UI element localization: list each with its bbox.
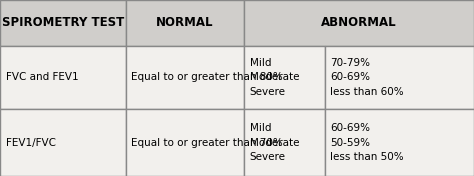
Bar <box>126 109 244 176</box>
Text: 60-69%
50-59%
less than 50%: 60-69% 50-59% less than 50% <box>330 123 404 162</box>
Bar <box>126 46 244 109</box>
Bar <box>0 46 126 109</box>
Text: Equal to or greater than 70%: Equal to or greater than 70% <box>131 138 283 147</box>
Bar <box>325 46 474 109</box>
Text: FVC and FEV1: FVC and FEV1 <box>6 73 78 82</box>
Bar <box>0 0 126 46</box>
Bar <box>126 0 244 46</box>
Text: Equal to or greater than 80%: Equal to or greater than 80% <box>131 73 283 82</box>
Bar <box>244 109 325 176</box>
Text: Mild
Moderate
Severe: Mild Moderate Severe <box>250 58 299 97</box>
Text: NORMAL: NORMAL <box>156 16 214 29</box>
Bar <box>244 46 325 109</box>
Text: FEV1/FVC: FEV1/FVC <box>6 138 55 147</box>
Text: ABNORMAL: ABNORMAL <box>321 16 397 29</box>
Text: 70-79%
60-69%
less than 60%: 70-79% 60-69% less than 60% <box>330 58 404 97</box>
Text: SPIROMETRY TEST: SPIROMETRY TEST <box>2 16 124 29</box>
Bar <box>0 109 126 176</box>
Bar <box>325 109 474 176</box>
Bar <box>244 0 474 46</box>
Text: Mild
Moderate
Severe: Mild Moderate Severe <box>250 123 299 162</box>
